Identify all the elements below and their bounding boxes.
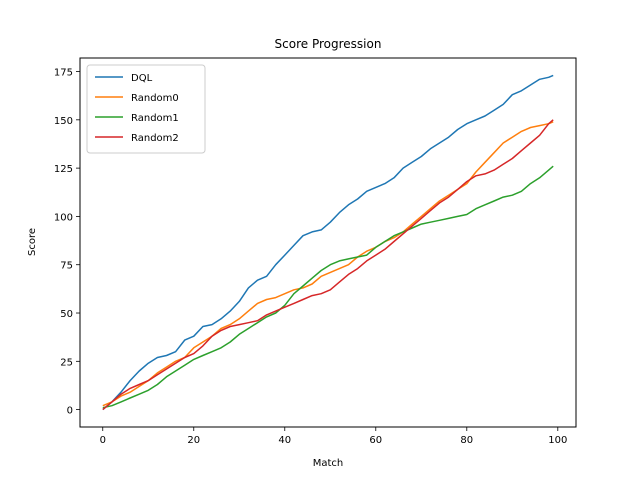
legend: DQL Random0 Random1 Random2	[86, 64, 206, 154]
y-tick-label: 125	[54, 164, 73, 175]
y-tick-label: 25	[60, 357, 73, 368]
y-tick-label: 75	[60, 261, 73, 272]
legend-label: Random0	[131, 93, 179, 104]
plot-frame	[79, 57, 577, 428]
y-tick-label: 100	[54, 212, 73, 223]
x-axis-label: Match	[313, 458, 344, 469]
series-line-dql	[102, 74, 554, 411]
legend-label: Random2	[131, 133, 179, 144]
y-tick-label: 50	[60, 309, 73, 320]
y-tick-label: 150	[54, 116, 73, 127]
x-axis: 0 20 40 60 80 100	[100, 427, 567, 446]
y-tick-label: 175	[54, 68, 73, 79]
x-tick-label: 40	[278, 435, 291, 446]
y-axis-label: Score	[27, 228, 38, 256]
series-line-random1	[102, 165, 554, 409]
x-tick-label: 60	[369, 435, 382, 446]
legend-label: DQL	[131, 73, 153, 84]
series-line-random2	[102, 119, 554, 411]
chart-title: Score Progression	[275, 37, 382, 51]
series-line-random0	[102, 121, 554, 407]
x-tick-label: 100	[548, 435, 567, 446]
legend-box	[86, 64, 206, 154]
plot-lines	[102, 74, 554, 411]
x-tick-label: 20	[187, 435, 200, 446]
y-tick-label: 0	[67, 406, 73, 417]
x-tick-label: 80	[460, 435, 473, 446]
y-axis: 0 25 50 75 100 125 150 175	[54, 68, 80, 417]
legend-label: Random1	[131, 113, 179, 124]
x-tick-label: 0	[100, 435, 106, 446]
